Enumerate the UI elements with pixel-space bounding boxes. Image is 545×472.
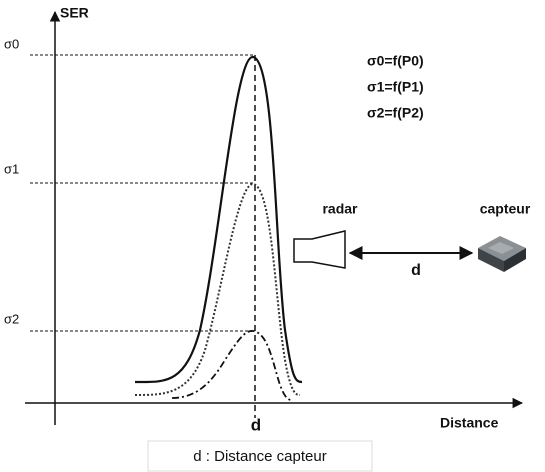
legend-entry: σ1=f(P1): [367, 79, 424, 95]
x-axis-label: Distance: [440, 415, 499, 431]
legend-entry: σ2=f(P2): [367, 105, 424, 121]
caption: d : Distance capteur: [193, 448, 326, 465]
curve-p2: [171, 330, 293, 401]
y-axis-label: SER: [60, 5, 89, 21]
radar-icon: [293, 230, 346, 269]
sensor-icon: [478, 236, 526, 272]
curve-p1: [134, 182, 301, 396]
level-label: σ1: [4, 161, 19, 176]
level-label: σ2: [4, 311, 19, 326]
x-mark-label: d: [251, 415, 261, 434]
radar-label: radar: [322, 201, 358, 217]
legend-entry: σ0=f(P0): [367, 53, 424, 69]
caption-box: [147, 440, 373, 472]
distance-label: d: [411, 262, 421, 279]
sensor-label: capteur: [480, 201, 531, 217]
curve-p0: [134, 55, 303, 384]
level-label: σ0: [4, 36, 19, 51]
